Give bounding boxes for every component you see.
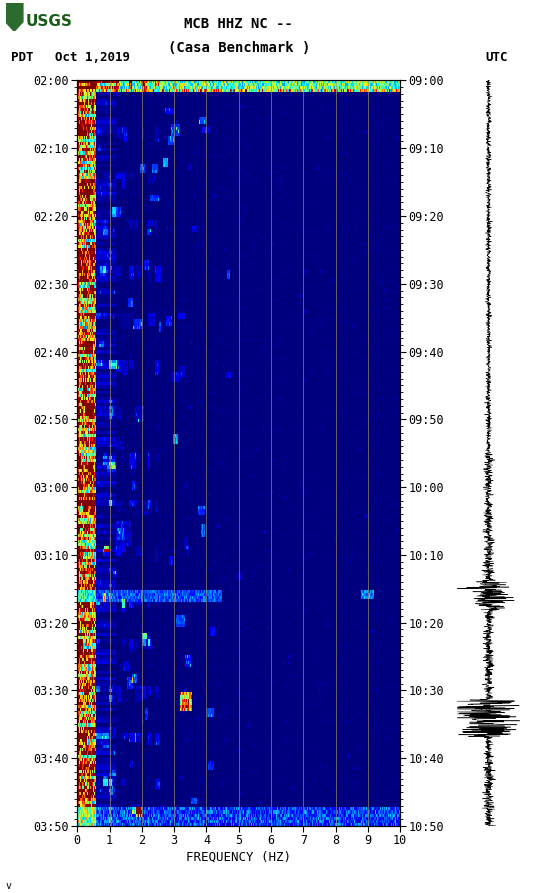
Text: v: v bbox=[6, 880, 12, 890]
Text: Oct 1,2019: Oct 1,2019 bbox=[55, 51, 130, 64]
X-axis label: FREQUENCY (HZ): FREQUENCY (HZ) bbox=[186, 850, 291, 864]
Text: UTC: UTC bbox=[486, 51, 508, 64]
Text: PDT: PDT bbox=[11, 51, 34, 64]
Text: MCB HHZ NC --: MCB HHZ NC -- bbox=[184, 17, 293, 31]
Polygon shape bbox=[6, 3, 23, 31]
Text: USGS: USGS bbox=[25, 14, 72, 29]
Text: (Casa Benchmark ): (Casa Benchmark ) bbox=[168, 41, 310, 55]
